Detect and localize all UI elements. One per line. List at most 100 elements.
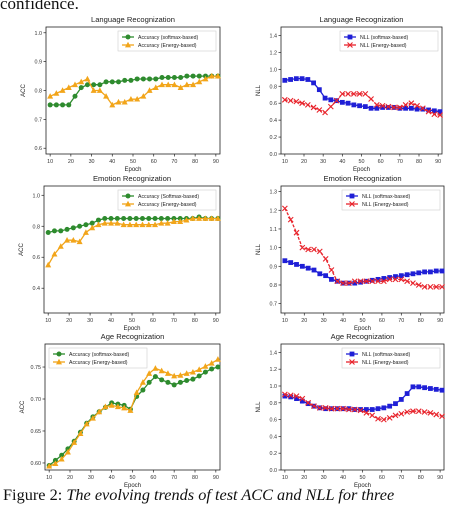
data-point <box>428 386 433 391</box>
data-point <box>177 379 183 385</box>
data-point <box>170 218 177 225</box>
data-point <box>146 216 152 222</box>
data-point <box>329 276 334 282</box>
data-point <box>345 100 351 106</box>
x-tick-label: 40 <box>109 475 115 481</box>
y-tick-label: 1.4 <box>270 350 278 356</box>
legend: Accuracy (softmax-based) Accuracy (Energy… <box>48 347 148 369</box>
data-point <box>363 278 370 285</box>
legend-marker <box>349 359 355 365</box>
data-point <box>281 391 288 398</box>
x-tick-label: 30 <box>87 318 93 324</box>
data-point <box>391 104 397 111</box>
y-tick-label: 1.3 <box>270 190 278 196</box>
legend-box <box>117 30 217 52</box>
data-point <box>91 82 97 88</box>
data-point <box>293 98 300 105</box>
data-point <box>65 84 72 91</box>
chart-panel: Emotion Recognization 10 20 30 40 50 60 70 80 90 0… <box>256 174 445 332</box>
data-point <box>96 87 103 93</box>
data-point <box>208 215 215 221</box>
data-point <box>145 221 152 228</box>
series-line <box>48 358 219 467</box>
data-point <box>202 363 209 369</box>
x-tick-label: 80 <box>192 159 198 165</box>
data-point <box>368 96 374 102</box>
data-point <box>369 412 376 419</box>
y-tick-label: 0.60 <box>31 461 42 467</box>
data-point <box>158 367 165 374</box>
x-tick-label: 20 <box>66 318 72 324</box>
x-tick-label: 90 <box>435 159 441 165</box>
legend-marker <box>349 201 355 207</box>
data-point <box>346 280 352 287</box>
data-point <box>281 205 288 212</box>
data-point <box>323 406 329 412</box>
x-tick-label: 30 <box>88 475 94 481</box>
data-point <box>159 75 165 81</box>
data-point <box>71 439 78 445</box>
data-point <box>72 93 78 99</box>
series-line <box>284 393 443 421</box>
data-point <box>46 462 53 469</box>
y-tick-label: 0.2 <box>270 135 278 141</box>
x-tick-label: 20 <box>67 475 73 481</box>
data-point <box>404 272 410 278</box>
data-point <box>374 105 380 111</box>
x-tick-label: 70 <box>171 159 177 165</box>
x-tick-label: 70 <box>171 318 177 324</box>
data-point <box>305 265 311 271</box>
data-point <box>282 393 288 399</box>
data-point <box>52 460 59 467</box>
data-point <box>121 404 128 411</box>
data-point <box>47 93 54 99</box>
series-line <box>50 75 218 106</box>
legend-marker <box>349 351 355 357</box>
data-point <box>133 389 140 396</box>
data-point <box>328 267 335 273</box>
x-tick-label: 80 <box>192 318 198 324</box>
data-point <box>351 102 357 108</box>
data-point <box>398 410 405 417</box>
x-tick-label: 20 <box>301 475 307 481</box>
data-point <box>159 377 165 383</box>
legend-marker <box>125 200 131 207</box>
data-point <box>76 238 83 245</box>
x-tick-label: 50 <box>360 475 366 481</box>
y-tick-label: 1.2 <box>270 50 278 56</box>
chart-title: Age Recognization <box>101 332 165 341</box>
data-point <box>375 406 381 412</box>
data-point <box>410 271 416 277</box>
chart-title: Emotion Recognization <box>323 174 401 183</box>
legend-box <box>48 347 148 369</box>
data-point <box>159 81 165 88</box>
data-point <box>380 416 387 423</box>
data-point <box>171 81 178 88</box>
data-point <box>189 368 196 375</box>
data-point <box>350 90 357 97</box>
data-point <box>89 220 95 226</box>
data-point <box>425 108 432 115</box>
data-point <box>334 278 341 285</box>
x-tick-label: 60 <box>379 318 385 324</box>
data-point <box>387 275 393 280</box>
y-tick-label: 0.0 <box>270 468 278 474</box>
data-point <box>328 405 335 412</box>
data-point <box>293 76 299 82</box>
data-point <box>202 369 208 375</box>
x-tick-label: 30 <box>89 159 95 165</box>
data-point <box>358 279 363 285</box>
data-point <box>127 216 133 222</box>
legend-label: Accuracy (Energy-based) <box>138 43 197 49</box>
x-tick-label: 90 <box>213 475 219 481</box>
y-tick-label: 0.4 <box>270 118 278 124</box>
data-point <box>375 276 381 282</box>
data-point <box>158 219 165 226</box>
y-tick-label: 0.8 <box>33 224 41 230</box>
y-tick-label: 0.4 <box>270 434 278 440</box>
series-line <box>284 208 443 288</box>
data-point <box>114 403 121 410</box>
series-line <box>284 77 441 113</box>
legend-label: Accuracy (softmax-based) <box>69 352 130 358</box>
x-tick-label: 50 <box>360 318 366 324</box>
